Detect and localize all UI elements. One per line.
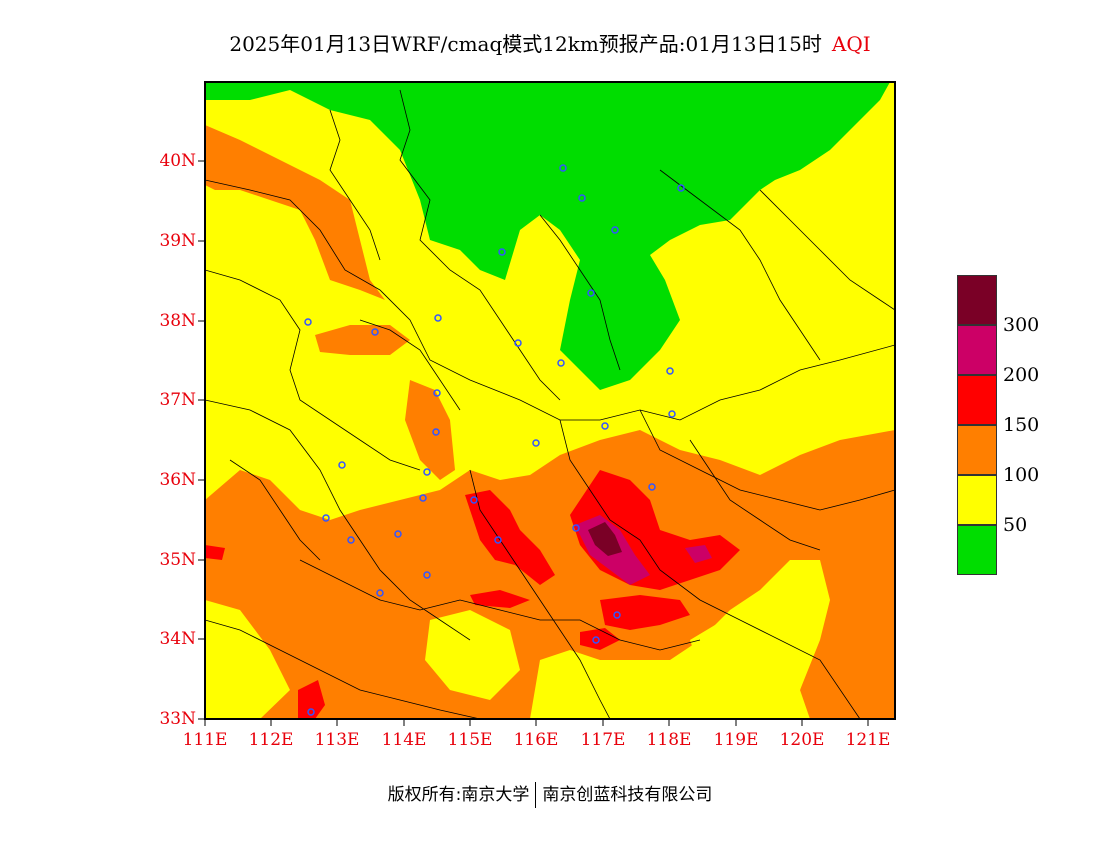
lon-label-117e: 117E — [580, 730, 626, 750]
lon-label-119e: 119E — [713, 730, 759, 750]
zone-medium-southwest — [298, 680, 325, 719]
map-layers — [205, 82, 895, 719]
legend-label-50: 50 — [1003, 514, 1028, 536]
zone-medium-south — [580, 628, 620, 650]
legend-swatch-light — [957, 425, 997, 475]
zone-heavy-east-2 — [685, 545, 712, 563]
zone-light-west-band — [205, 125, 385, 300]
lon-label-113e: 113E — [314, 730, 360, 750]
admin-boundaries — [205, 89, 895, 719]
legend-swatch-moderate — [957, 475, 997, 525]
station-markers — [304, 164, 685, 716]
zone-light-center-strip — [405, 380, 455, 480]
legend-label-300: 300 — [1003, 314, 1040, 336]
lat-label-33n: 33N — [159, 709, 196, 729]
zone-moderate-south-pocket — [205, 600, 290, 719]
lon-label-121e: 121E — [845, 730, 891, 750]
zone-good-east — [700, 175, 720, 205]
axis-ticks — [198, 160, 869, 726]
lat-label-40n: 40N — [159, 151, 196, 171]
legend-label-200: 200 — [1003, 364, 1040, 386]
zone-severe-core — [588, 522, 622, 556]
lon-label-120e: 120E — [779, 730, 825, 750]
legend-label-150: 150 — [1003, 414, 1040, 436]
map-title: 2025年01月13日WRF/cmaq模式12km预报产品:01月13日15时 A… — [0, 28, 1100, 57]
legend-swatch-heavy — [957, 325, 997, 375]
zone-good-north — [205, 82, 890, 390]
legend-label-100: 100 — [1003, 464, 1040, 486]
footer: 版权所有:南京大学 南京创蓝科技有限公司 — [0, 780, 1100, 808]
zone-moderate-southeast-pocket — [690, 580, 820, 700]
footer-separator — [535, 782, 537, 808]
lon-label-118e: 118E — [646, 730, 692, 750]
lon-label-116e: 116E — [513, 730, 559, 750]
zone-medium-west — [205, 545, 225, 560]
lat-label-36n: 36N — [159, 470, 196, 490]
title-main: 2025年01月13日WRF/cmaq模式12km预报产品:01月13日15时 — [229, 32, 822, 56]
lat-label-37n: 37N — [159, 390, 196, 410]
title-product: AQI — [831, 32, 871, 56]
lat-label-35n: 35N — [159, 550, 196, 570]
lat-label-34n: 34N — [159, 629, 196, 649]
legend-swatch-severe — [957, 275, 997, 325]
legend-swatch-good — [957, 525, 997, 575]
zone-light-west-mid — [315, 325, 410, 355]
lon-label-115e: 115E — [447, 730, 493, 750]
zone-medium-strip — [470, 590, 530, 608]
legend-swatch-medium — [957, 375, 997, 425]
lat-label-39n: 39N — [159, 231, 196, 251]
copyright-text: 版权所有:南京大学 — [387, 785, 530, 805]
zone-moderate-southwest-pocket — [425, 610, 520, 700]
lon-label-114e: 114E — [381, 730, 427, 750]
lon-label-112e: 112E — [248, 730, 294, 750]
lat-label-38n: 38N — [159, 311, 196, 331]
company-text: 南京创蓝科技有限公司 — [542, 785, 713, 805]
lon-label-111e: 111E — [182, 730, 228, 750]
zone-medium-southeast — [600, 595, 690, 630]
zone-medium-central — [465, 490, 555, 585]
